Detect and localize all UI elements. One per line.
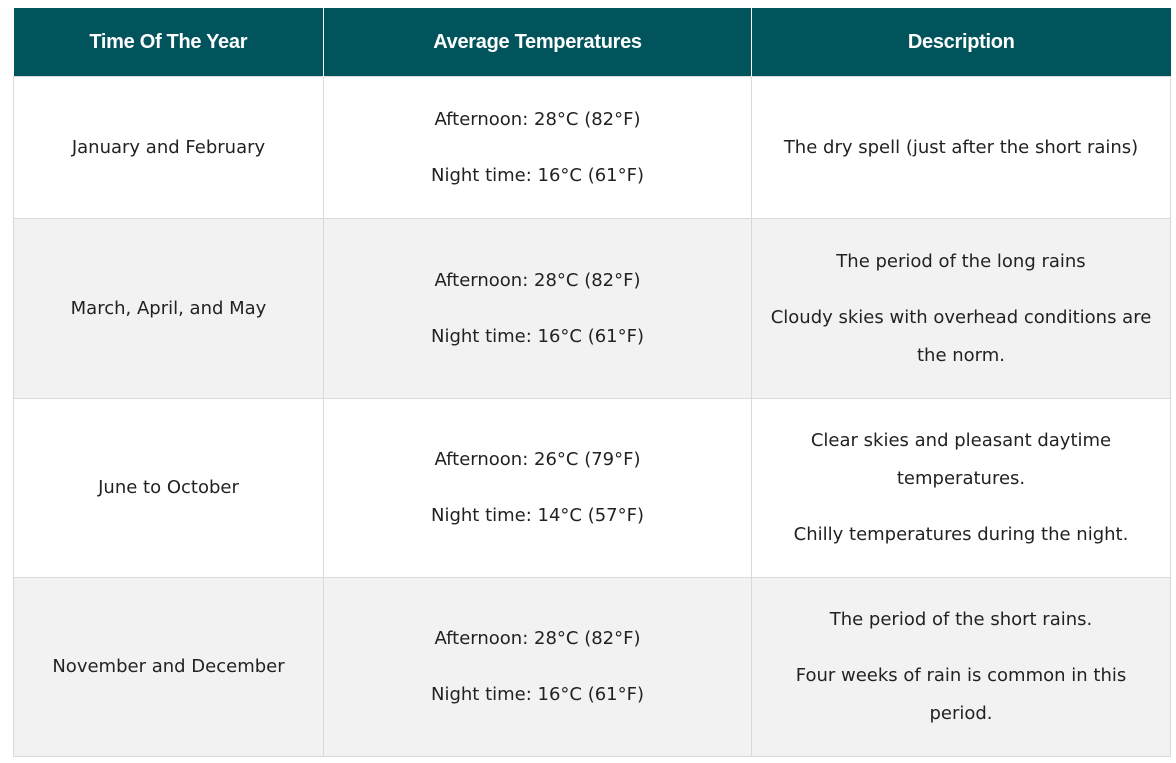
- header-average-temperatures: Average Temperatures: [323, 8, 752, 77]
- table-header: Time Of The Year Average Temperatures De…: [13, 8, 1171, 77]
- night-temperature: Night time: 16°C (61°F): [430, 325, 645, 347]
- description-cell: The period of the long rains Cloudy skie…: [751, 218, 1171, 399]
- period-cell: November and December: [13, 577, 324, 757]
- temperature-cell: Afternoon: 26°C (79°F) Night time: 14°C …: [323, 398, 752, 578]
- table-row: March, April, and May Afternoon: 28°C (8…: [13, 218, 1171, 399]
- period-cell: January and February: [13, 76, 324, 219]
- description-text: Four weeks of rain is common in this per…: [795, 665, 1127, 724]
- table-row: November and December Afternoon: 28°C (8…: [13, 577, 1171, 757]
- table-row: June to October Afternoon: 26°C (79°F) N…: [13, 398, 1171, 578]
- temperature-cell: Afternoon: 28°C (82°F) Night time: 16°C …: [323, 218, 752, 399]
- header-row: Time Of The Year Average Temperatures De…: [13, 8, 1171, 77]
- period-cell: June to October: [13, 398, 324, 578]
- description-text: Cloudy skies with overhead conditions ar…: [770, 306, 1152, 366]
- description-text: The dry spell (just after the short rain…: [783, 136, 1139, 158]
- night-temperature: Night time: 16°C (61°F): [430, 684, 645, 705]
- description-cell: The dry spell (just after the short rain…: [751, 76, 1171, 219]
- description-text: The period of the short rains.: [829, 609, 1093, 630]
- header-time-of-year: Time Of The Year: [13, 8, 324, 77]
- night-temperature: Night time: 14°C (57°F): [430, 505, 645, 526]
- description-text: Clear skies and pleasant daytime tempera…: [810, 430, 1112, 489]
- description-cell: The period of the short rains. Four week…: [751, 577, 1171, 757]
- night-temperature: Night time: 16°C (61°F): [430, 164, 645, 186]
- afternoon-temperature: Afternoon: 28°C (82°F): [434, 108, 641, 130]
- afternoon-temperature: Afternoon: 26°C (79°F): [434, 449, 641, 470]
- afternoon-temperature: Afternoon: 28°C (82°F): [434, 628, 641, 649]
- header-description: Description: [751, 8, 1171, 77]
- table-row: January and February Afternoon: 28°C (82…: [13, 76, 1171, 219]
- afternoon-temperature: Afternoon: 28°C (82°F): [434, 269, 641, 291]
- climate-table-container: Time Of The Year Average Temperatures De…: [13, 8, 1171, 757]
- period-cell: March, April, and May: [13, 218, 324, 399]
- description-cell: Clear skies and pleasant daytime tempera…: [751, 398, 1171, 578]
- description-text: The period of the long rains: [836, 250, 1086, 272]
- climate-table: Time Of The Year Average Temperatures De…: [13, 8, 1171, 757]
- temperature-cell: Afternoon: 28°C (82°F) Night time: 16°C …: [323, 577, 752, 757]
- table-body: January and February Afternoon: 28°C (82…: [13, 76, 1171, 757]
- description-text: Chilly temperatures during the night.: [793, 524, 1129, 545]
- temperature-cell: Afternoon: 28°C (82°F) Night time: 16°C …: [323, 76, 752, 219]
